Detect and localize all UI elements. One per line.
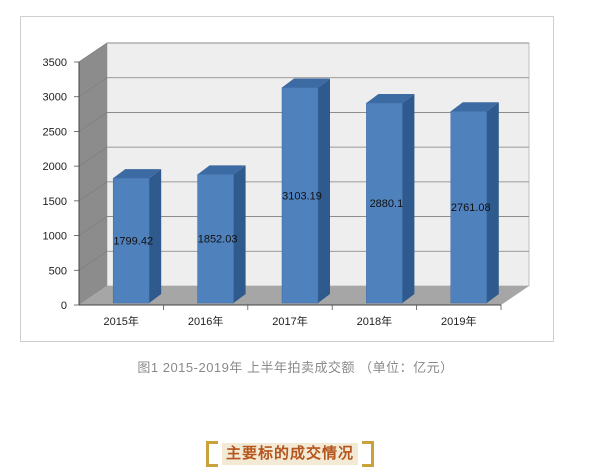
y-tick-label: 1500	[43, 196, 67, 208]
y-tick-label: 3500	[43, 57, 67, 69]
x-tick-label: 2016年	[188, 314, 223, 328]
data-label: 1799.42	[113, 236, 153, 248]
x-tick-label: 2018年	[357, 314, 392, 328]
right-bracket-decoration	[362, 441, 374, 467]
bar	[112, 177, 150, 304]
gridline	[78, 77, 529, 98]
bar	[450, 111, 488, 304]
bar-side	[318, 78, 330, 303]
gridline	[78, 42, 529, 63]
bar-top	[113, 169, 162, 179]
bar-top	[450, 102, 499, 112]
bar	[197, 174, 234, 304]
side-wall	[79, 43, 107, 305]
bar	[366, 102, 403, 304]
data-label: 1852.03	[198, 234, 238, 246]
figure-caption: 图1 2015-2019年 上半年拍卖成交额 （单位：亿元）	[137, 360, 454, 375]
bar-top	[197, 165, 246, 175]
y-tick-label: 500	[49, 265, 67, 277]
chart-container: 0 500 1000 1500 2000 2500 3000 3500 1799.42 2015年…	[20, 16, 554, 342]
bar	[281, 87, 319, 304]
y-tick-label: 2500	[43, 126, 67, 138]
x-tick-label: 2015年	[103, 314, 138, 328]
data-label: 2761.08	[451, 202, 491, 214]
bar-chart: 0 500 1000 1500 2000 2500 3000 3500 1799.42 2015年…	[43, 42, 530, 328]
bar-side	[486, 102, 499, 304]
x-tick-label: 2019年	[441, 314, 476, 328]
x-tick-label: 2017年	[272, 314, 307, 328]
section-title-banner: 主要标的成交情况	[206, 441, 374, 467]
bar-side	[233, 165, 246, 303]
data-label: 2880.1	[370, 198, 404, 210]
bar-side	[149, 169, 162, 303]
y-tick-label: 1000	[43, 231, 67, 243]
section-title: 主要标的成交情况	[222, 443, 358, 465]
y-tick-label: 0	[61, 300, 67, 312]
bar-top	[282, 78, 330, 88]
y-tick-label: 2000	[43, 161, 67, 173]
bar-side	[402, 94, 415, 303]
y-tick-label: 3000	[43, 92, 67, 104]
bar-top	[366, 94, 415, 104]
data-label: 3103.19	[282, 190, 322, 202]
left-bracket-decoration	[206, 441, 218, 467]
